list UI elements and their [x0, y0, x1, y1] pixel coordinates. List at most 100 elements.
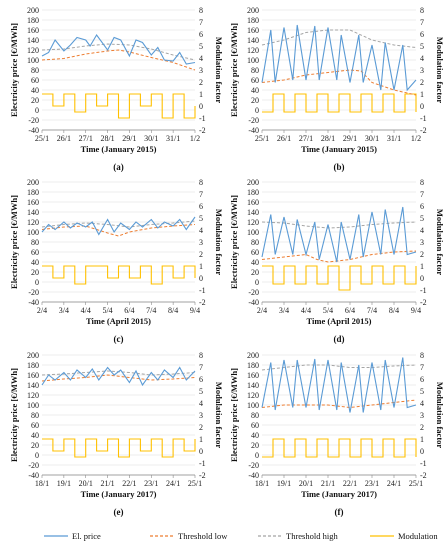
x-tick-label: 3/4: [59, 306, 69, 315]
y2-tick-label: 0: [420, 447, 424, 456]
y-tick-label: -20: [28, 461, 39, 470]
y-axis-label: Electricity price [€/MWh]: [229, 23, 239, 117]
series-mod: [262, 438, 417, 458]
y-tick-label: 200: [27, 178, 39, 187]
y-axis-label: Electricity price [€/MWh]: [9, 23, 19, 117]
x-tick-label: 29/1: [343, 134, 357, 143]
y2-tick-label: 5: [420, 42, 424, 51]
y2-tick-label: 8: [199, 351, 203, 360]
y2-tick-label: 2: [199, 78, 203, 87]
legend-label-mod: Modulation: [398, 531, 438, 541]
x-tick-label: 28/1: [100, 134, 114, 143]
y-tick-label: 180: [247, 16, 259, 25]
y2-axis-label: Modulation factor: [214, 382, 224, 449]
y2-tick-label: -1: [199, 114, 206, 123]
y2-tick-label: 2: [199, 250, 203, 259]
x-tick-label: 29/1: [122, 134, 136, 143]
series-low: [41, 224, 196, 237]
y2-tick-label: 4: [420, 54, 424, 63]
y-tick-label: 200: [27, 6, 39, 15]
y-tick-label: 60: [31, 248, 39, 257]
legend-label-high: Threshold high: [286, 531, 338, 541]
y-tick-label: -20: [248, 116, 259, 125]
x-tick-label: 1/2: [190, 134, 200, 143]
subfigure-label: (c): [114, 334, 124, 344]
y-tick-label: 120: [247, 46, 259, 55]
y-tick-label: 120: [27, 218, 39, 227]
y-tick-label: 160: [247, 26, 259, 35]
y2-tick-label: 3: [199, 411, 203, 420]
y2-tick-label: 4: [199, 226, 203, 235]
y-tick-label: 200: [247, 178, 259, 187]
series-low: [41, 49, 196, 71]
y2-axis-label: Modulation factor: [214, 37, 224, 104]
y-tick-label: 140: [27, 381, 39, 390]
y-tick-label: 20: [31, 96, 39, 105]
y-tick-label: -40: [248, 471, 259, 480]
y-tick-label: -20: [248, 288, 259, 297]
y-tick-label: 60: [31, 421, 39, 430]
y-tick-label: -40: [28, 126, 39, 135]
x-tick-label: 9/4: [411, 306, 421, 315]
chart-panel-d: -40-20020406080100120140160180200-2-1012…: [229, 178, 445, 344]
x-tick-label: 18/1: [35, 479, 49, 488]
y2-tick-label: 7: [420, 18, 424, 27]
x-tick-label: 25/1: [409, 479, 423, 488]
x-tick-label: 21/1: [321, 479, 335, 488]
y2-tick-label: 6: [199, 30, 203, 39]
series-mod: [42, 93, 196, 119]
x-tick-label: 25/1: [188, 479, 202, 488]
y-tick-label: 160: [247, 371, 259, 380]
y2-tick-label: 0: [420, 274, 424, 283]
x-axis-label: Time (January 2017): [301, 489, 377, 499]
x-tick-label: 30/1: [365, 134, 379, 143]
y2-tick-label: 0: [199, 102, 203, 111]
y-tick-label: 60: [251, 421, 259, 430]
y-tick-label: 0: [255, 106, 259, 115]
y2-tick-label: 0: [199, 447, 203, 456]
series-price: [41, 366, 196, 387]
x-tick-label: 24/1: [166, 479, 180, 488]
legend-label-low: Threshold low: [178, 531, 228, 541]
y-tick-label: 160: [27, 26, 39, 35]
y2-tick-label: 3: [420, 411, 424, 420]
chart-panel-a: -40-20020406080100120140160180200-2-1012…: [9, 6, 224, 172]
y2-axis-label: Modulation factor: [435, 209, 445, 276]
x-tick-label: 31/1: [387, 134, 401, 143]
x-tick-label: 1/2: [411, 134, 421, 143]
x-tick-label: 19/1: [277, 479, 291, 488]
x-tick-label: 9/4: [190, 306, 200, 315]
y-tick-label: 40: [31, 86, 39, 95]
y-tick-label: 80: [251, 411, 259, 420]
y2-tick-label: -2: [199, 298, 206, 307]
x-tick-label: 4/4: [301, 306, 311, 315]
y-tick-label: -20: [248, 461, 259, 470]
y-tick-label: 0: [255, 451, 259, 460]
x-tick-label: 27/1: [79, 134, 93, 143]
y-tick-label: 180: [247, 188, 259, 197]
x-tick-label: 24/1: [387, 479, 401, 488]
y2-tick-label: 5: [199, 42, 203, 51]
chart-panel-e: -40-20020406080100120140160180200-2-1012…: [9, 351, 224, 517]
x-tick-label: 21/1: [100, 479, 114, 488]
series-high: [41, 43, 196, 61]
y2-tick-label: 3: [420, 238, 424, 247]
y-tick-label: 80: [251, 66, 259, 75]
y2-tick-label: 8: [420, 178, 424, 187]
series-price: [261, 24, 417, 92]
y2-tick-label: 7: [199, 190, 203, 199]
y-tick-label: 0: [255, 278, 259, 287]
y-axis-label: Electricity price [€/MWh]: [9, 195, 19, 289]
y2-tick-label: 1: [199, 435, 203, 444]
y-axis-label: Electricity price [€/MWh]: [229, 368, 239, 462]
y2-tick-label: 0: [199, 274, 203, 283]
x-tick-label: 30/1: [144, 134, 158, 143]
y-tick-label: 100: [247, 401, 259, 410]
y-tick-label: 80: [31, 238, 39, 247]
y2-tick-label: 7: [199, 363, 203, 372]
y-tick-label: 60: [251, 76, 259, 85]
y-tick-label: 120: [27, 391, 39, 400]
y2-tick-label: 8: [199, 178, 203, 187]
y-tick-label: 200: [247, 6, 259, 15]
